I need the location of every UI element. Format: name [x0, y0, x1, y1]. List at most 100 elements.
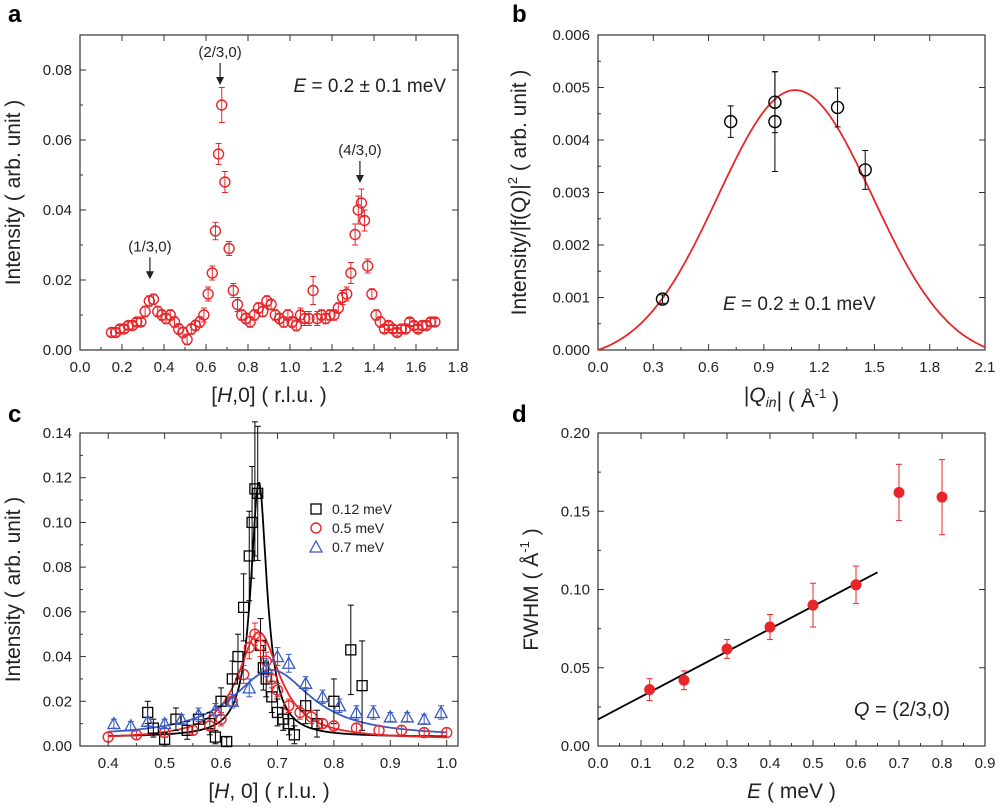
- y-tick-label-a: 0.04: [43, 202, 72, 219]
- data-point-c: [288, 729, 301, 741]
- data-point-d: [644, 684, 656, 696]
- peak-arrowhead: [355, 175, 364, 183]
- data-point-c: [281, 655, 296, 669]
- data-point-c: [221, 735, 233, 748]
- energy-annotation-a: E = 0.2 ± 0.1 meV: [294, 76, 447, 97]
- data-point-b: [655, 292, 670, 306]
- data-point-c: [283, 700, 295, 712]
- x-tick-label-c: 0.5: [154, 755, 175, 772]
- data-point-a: [366, 288, 378, 300]
- x-tick-label-b: 2.1: [975, 359, 996, 376]
- data-point-b: [723, 114, 738, 129]
- y-axis-label-c: Intensity ( arb. unit ): [2, 497, 25, 683]
- data-point-c: [373, 724, 385, 737]
- y-axis-label-d: FWHM ( Å-1 ): [517, 528, 543, 650]
- data-point-c: [106, 716, 121, 730]
- data-point-legend-marker: [310, 503, 322, 515]
- data-point-legend-marker: [310, 522, 322, 534]
- data-point-a: [223, 242, 235, 255]
- data-point-a: [349, 228, 361, 241]
- data-point-c: [232, 650, 244, 663]
- x-tick-label-a: 0.2: [112, 359, 133, 376]
- data-point-a: [135, 316, 147, 328]
- x-tick-label-d: 0.7: [889, 755, 910, 772]
- legend-label: 0.5 meV: [332, 520, 385, 536]
- x-tick-label-d: 0.1: [631, 755, 652, 772]
- y-tick-label-b: 0.000: [552, 342, 590, 359]
- data-point-c: [315, 689, 330, 703]
- data-point-a: [425, 316, 437, 328]
- data-point-c: [400, 709, 415, 723]
- data-point-d: [678, 674, 690, 686]
- y-axis-label-a: Intensity ( arb. unit ): [2, 100, 25, 286]
- x-tick-label-d: 0.0: [588, 755, 609, 772]
- x-tick-label-d: 0.5: [803, 755, 824, 772]
- data-point-d: [850, 579, 862, 591]
- x-tick-label-d: 0.9: [975, 755, 996, 772]
- data-point-c: [237, 668, 250, 681]
- y-tick-label-d: 0.15: [561, 503, 590, 520]
- data-point-a: [202, 288, 214, 300]
- legend-label: 0.7 meV: [332, 539, 385, 555]
- data-point-d: [936, 491, 948, 503]
- data-point-d: [764, 621, 776, 633]
- y-tick-label-d: 0.00: [561, 738, 590, 755]
- x-tick-label-b: 0.3: [643, 359, 664, 376]
- data-point-b: [830, 100, 845, 115]
- x-tick-label-a: 1.4: [364, 359, 385, 376]
- data-point-c: [174, 711, 189, 725]
- x-axis-label-d: E ( meV ): [747, 780, 836, 803]
- data-point-c: [246, 516, 258, 529]
- data-point-c: [305, 711, 318, 723]
- data-point-a: [130, 316, 143, 328]
- data-point-a: [307, 284, 319, 297]
- peak-label: (1/3,0): [128, 238, 171, 255]
- data-point-legend-marker: [308, 539, 324, 553]
- x-tick-label-b: 1.8: [919, 359, 940, 376]
- peak-label: (4/3,0): [338, 142, 381, 159]
- y-tick-label-c: 0.06: [43, 604, 72, 621]
- y-tick-label-d: 0.20: [561, 425, 590, 442]
- data-point-c: [417, 711, 432, 725]
- data-point-c: [395, 724, 408, 737]
- x-tick-label-b: 1.2: [809, 359, 830, 376]
- data-point-c: [349, 705, 364, 719]
- data-point-c: [332, 698, 347, 712]
- x-tick-label-c: 1.0: [436, 755, 457, 772]
- data-point-c: [209, 731, 222, 743]
- panel-b-chart: 0.0 0.3 0.6 0.9 1.2 1.5 1.8 2.1 0.000 0.001 0.002 0…: [505, 27, 995, 412]
- data-point-c: [123, 718, 138, 732]
- data-point-a: [139, 305, 151, 318]
- data-point-a: [332, 302, 344, 314]
- x-tick-label-a: 1.0: [280, 359, 301, 376]
- peak-arrowhead: [216, 77, 225, 85]
- data-point-c: [433, 705, 449, 719]
- fit-line-d: [597, 571, 878, 721]
- data-point-a: [429, 316, 441, 328]
- x-axis-label-b: |Qin| ( Å-1 ): [744, 384, 839, 412]
- data-point-d: [721, 643, 733, 655]
- data-point-c: [191, 707, 206, 721]
- x-tick-label-c: 0.8: [323, 755, 344, 772]
- data-point-c: [254, 639, 267, 652]
- data-point-c: [294, 706, 306, 719]
- peak-arrowhead: [145, 271, 154, 280]
- data-point-c: [283, 717, 295, 730]
- data-point-d: [893, 486, 905, 498]
- data-point-c: [418, 726, 430, 739]
- x-tick-label-d: 0.2: [674, 755, 695, 772]
- data-point-a: [181, 333, 193, 346]
- data-point-c: [140, 714, 155, 728]
- data-point-a: [358, 214, 371, 227]
- y-tick-label-b: 0.001: [552, 290, 590, 307]
- x-tick-label-b: 0.6: [698, 359, 719, 376]
- y-tick-label-d: 0.10: [561, 582, 590, 599]
- x-tick-label-d: 0.6: [846, 755, 867, 772]
- data-point-d: [807, 599, 819, 611]
- x-tick-label-a: 1.6: [406, 359, 427, 376]
- y-tick-label-c: 0.02: [43, 693, 72, 710]
- data-point-a: [198, 309, 210, 321]
- x-tick-label-a: 1.8: [448, 359, 469, 376]
- x-tick-label-b: 1.5: [864, 359, 885, 376]
